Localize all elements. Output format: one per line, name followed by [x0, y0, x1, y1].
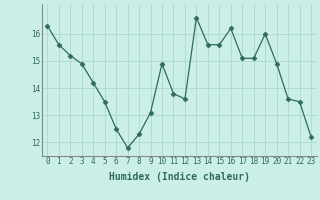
X-axis label: Humidex (Indice chaleur): Humidex (Indice chaleur)	[109, 172, 250, 182]
